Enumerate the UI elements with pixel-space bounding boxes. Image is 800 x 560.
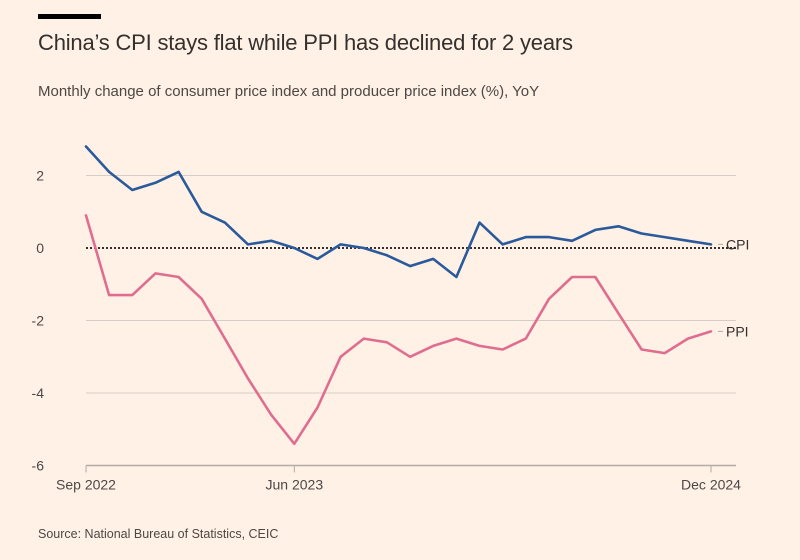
brand-bar — [38, 14, 101, 19]
y-tick-label: -6 — [32, 458, 45, 474]
y-tick-label: -4 — [32, 385, 45, 401]
series-labels: CPI PPI — [718, 236, 749, 339]
gridlines — [86, 175, 736, 467]
y-tick-label: 2 — [36, 168, 44, 184]
chart-subtitle: Monthly change of consumer price index a… — [38, 83, 540, 100]
series-line-ppi — [84, 214, 713, 446]
source-note: Source: National Bureau of Statistics, C… — [38, 527, 279, 541]
series-label-cpi: CPI — [726, 236, 749, 252]
series-line-cpi — [84, 145, 713, 279]
x-tick-label: Dec 2024 — [681, 477, 741, 493]
y-axis: 2 0 -2 -4 -6 — [32, 168, 45, 474]
series-label-ppi: PPI — [726, 323, 749, 339]
series-lines — [84, 145, 713, 446]
chart-title: China’s CPI stays flat while PPI has dec… — [38, 30, 573, 55]
y-tick-label: -2 — [32, 313, 45, 329]
x-tick-label: Sep 2022 — [56, 477, 116, 493]
x-tick-label: Jun 2023 — [266, 477, 324, 493]
x-axis: Sep 2022 Jun 2023 Dec 2024 — [56, 465, 741, 493]
y-tick-label: 0 — [36, 240, 44, 256]
